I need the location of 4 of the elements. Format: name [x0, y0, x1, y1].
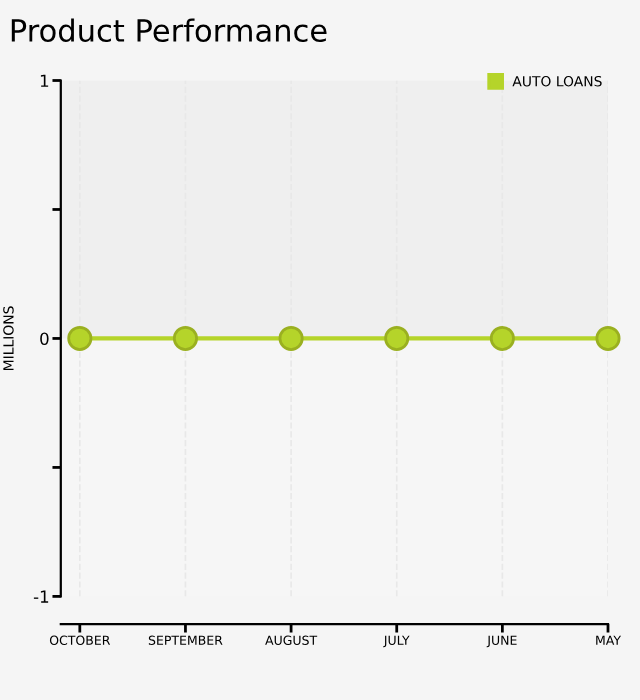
y-tick-label: -1 — [33, 590, 49, 603]
y-tick-label: 0 — [40, 332, 49, 346]
chart-title: Product Performance — [11, 18, 327, 43]
y-tick-label: 1 — [40, 74, 49, 87]
